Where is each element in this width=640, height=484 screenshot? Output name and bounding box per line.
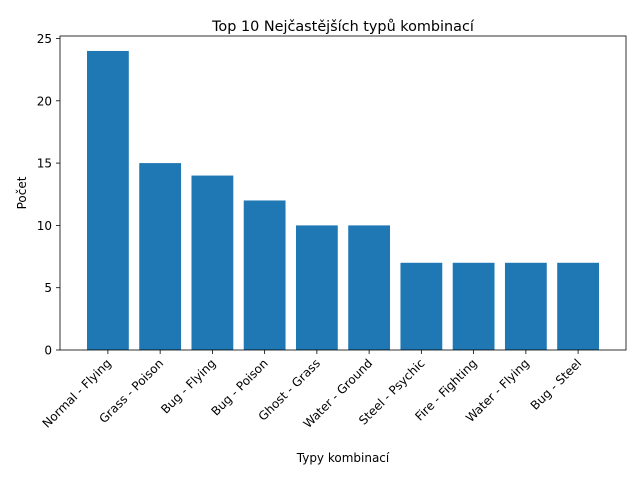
bar-6	[348, 225, 391, 350]
bar-8	[452, 262, 495, 350]
bar-9	[504, 262, 547, 350]
y-axis: 0 5 10 15 20 25	[37, 32, 60, 358]
y-tick-label: 20	[37, 94, 52, 108]
bar-5	[295, 225, 338, 350]
y-tick-label: 0	[44, 344, 52, 358]
bar-1	[87, 50, 129, 350]
y-tick-label: 15	[37, 157, 52, 171]
plot-frame	[59, 35, 627, 351]
y-tick-label: 5	[44, 281, 52, 295]
y-tick-label: 10	[37, 219, 52, 233]
bar-4	[243, 200, 286, 350]
bar-2	[139, 163, 182, 350]
x-axis-label: Typy kombinací	[296, 451, 390, 465]
bar-7	[400, 262, 443, 350]
bar-3	[191, 175, 234, 350]
chart-title: Top 10 Nejčastějších typů kombinací	[211, 19, 475, 35]
bars-layer	[87, 50, 599, 350]
bar-10	[557, 262, 599, 350]
y-tick-label: 25	[37, 32, 52, 46]
y-axis-label: Počet	[15, 176, 29, 209]
